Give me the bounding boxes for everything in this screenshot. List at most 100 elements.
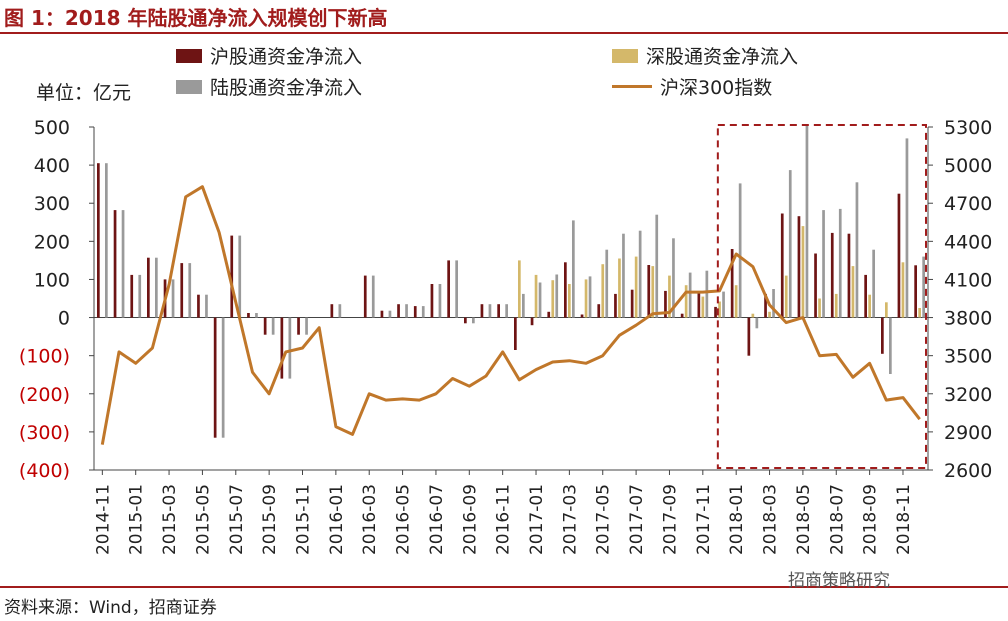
bar-sh	[814, 253, 817, 318]
bar-sh	[213, 317, 217, 438]
y-left-tick-label: 500	[34, 117, 70, 139]
x-tick-label: 2016-09	[460, 484, 480, 555]
legend-swatch-lg	[176, 79, 202, 94]
y-right-tick-label: 2900	[944, 422, 992, 444]
y-right-tick-label: 3500	[944, 346, 992, 368]
watermark: 招商策略研究	[788, 571, 890, 591]
bar-sz	[668, 275, 671, 318]
bar-lg	[705, 270, 709, 318]
bar-lg	[588, 276, 592, 318]
y-right-tick-label: 4400	[944, 231, 992, 253]
bar-sh	[113, 210, 117, 318]
y-left-tick-label: 400	[34, 155, 70, 177]
bar-sh	[247, 313, 250, 318]
bar-sz	[768, 311, 771, 318]
bar-sh	[580, 314, 584, 318]
x-tick-label: 2018-03	[761, 484, 781, 555]
x-tick-label: 2014-11	[93, 484, 113, 555]
bar-lg	[788, 170, 792, 318]
bar-lg	[405, 304, 408, 318]
bar-lg	[655, 214, 659, 318]
bar-sh	[330, 304, 334, 318]
bar-sz	[801, 226, 805, 318]
y-right-tick-label: 5000	[944, 155, 992, 177]
bar-lg	[338, 304, 342, 318]
bar-sz	[901, 262, 905, 318]
bar-sz	[734, 285, 738, 318]
legend-swatch-sh	[176, 48, 202, 63]
bar-sz	[568, 284, 571, 318]
title-divider	[0, 32, 1008, 34]
bar-lg	[688, 272, 692, 318]
x-tick-label: 2017-05	[594, 484, 614, 555]
legend-item-sh: 沪股通资金净流入	[176, 42, 362, 69]
x-tick-label: 2015-03	[160, 484, 180, 555]
legend-label-sz: 深股通资金净流入	[646, 46, 799, 68]
bar-sh	[430, 284, 434, 318]
bar-sz	[584, 279, 588, 318]
line-index	[100, 185, 921, 445]
bar-lg	[255, 313, 258, 318]
x-tick-label: 2016-11	[494, 484, 514, 555]
x-tick-label: 2016-01	[327, 484, 347, 555]
legend-label-sh: 沪股通资金净流入	[210, 46, 363, 68]
bar-lg	[221, 317, 225, 438]
legend-item-sz: 深股通资金净流入	[612, 42, 798, 69]
bar-lg	[238, 235, 242, 318]
bar-sh	[263, 317, 267, 335]
bar-sz	[518, 260, 521, 318]
bar-lg	[622, 233, 625, 318]
bar-sh	[747, 317, 751, 356]
bar-lg	[305, 317, 308, 335]
bar-sh	[730, 249, 734, 318]
x-tick-label: 2016-03	[360, 484, 380, 555]
bar-sh	[480, 304, 484, 318]
x-tick-label: 2017-01	[527, 484, 547, 555]
bar-sz	[885, 302, 888, 318]
bar-lg	[638, 230, 642, 318]
bar-sh	[397, 304, 400, 318]
y-right-tick-label: 4700	[944, 193, 992, 215]
bar-sh	[130, 274, 134, 318]
bar-sz	[868, 294, 871, 318]
bar-lg	[905, 138, 909, 318]
bar-lg	[822, 210, 825, 318]
legend-item-index: 沪深300指数	[612, 73, 772, 100]
bar-lg	[889, 317, 892, 374]
legend-label-index: 沪深300指数	[660, 77, 773, 99]
bar-sz	[684, 285, 688, 318]
bar-sz	[818, 298, 821, 318]
bar-lg	[155, 257, 158, 318]
bar-lg	[872, 249, 875, 318]
y-left-tick-label: 0	[58, 308, 70, 330]
x-tick-label: 2015-11	[294, 484, 314, 555]
bar-lg	[738, 183, 742, 318]
y-right-tick-label: 4100	[944, 269, 992, 291]
y-left-tick-label: 200	[34, 231, 70, 253]
x-tick-label: 2015-07	[227, 484, 247, 555]
x-tick-label: 2017-03	[560, 484, 580, 555]
bar-lg	[438, 284, 442, 318]
bar-lg	[388, 310, 392, 318]
bar-lg	[288, 317, 292, 379]
bar-sh	[830, 232, 834, 318]
bar-lg	[855, 182, 859, 318]
bar-lg	[572, 220, 575, 318]
x-tick-label: 2016-07	[427, 484, 447, 555]
y-left-tick-label: (400)	[19, 460, 70, 482]
bar-sh	[413, 306, 417, 318]
x-tick-label: 2018-11	[894, 484, 914, 555]
bar-sz	[601, 264, 605, 318]
bar-sh	[180, 263, 184, 318]
chart-title: 图 1：2018 年陆股通净流入规模创下新高	[4, 6, 388, 30]
bar-sz	[918, 308, 921, 318]
bar-sh	[714, 306, 717, 318]
bar-lg	[722, 291, 725, 318]
bar-lg	[188, 263, 192, 318]
y-right-tick-label: 5300	[944, 117, 992, 139]
bar-lg	[271, 317, 275, 335]
bar-lg	[505, 304, 508, 318]
bar-sh	[597, 304, 601, 318]
legend-item-lg: 陆股通资金净流入	[176, 73, 362, 100]
